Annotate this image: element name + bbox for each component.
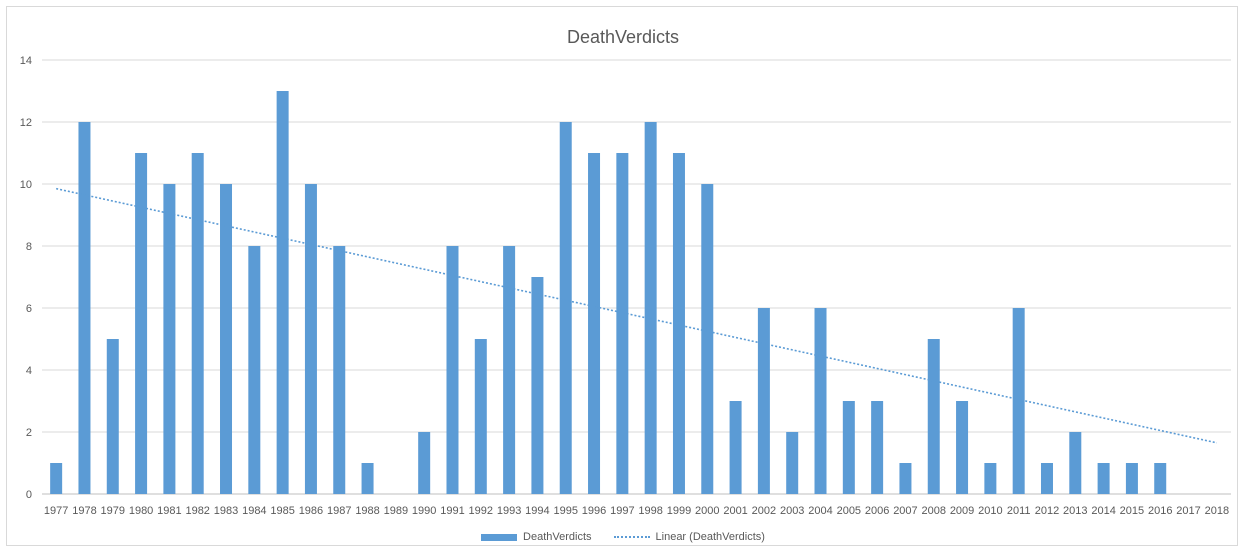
x-tick-label: 1994	[525, 505, 549, 517]
bar	[503, 246, 516, 494]
bar	[842, 401, 855, 494]
legend-item-trendline: Linear (DeathVerdicts)	[613, 531, 765, 543]
x-tick-label: 1987	[327, 505, 351, 517]
x-tick-label: 1988	[355, 505, 379, 517]
legend-bar-swatch	[481, 533, 518, 541]
x-tick-label: 1981	[157, 505, 181, 517]
y-tick-label: 6	[26, 303, 32, 315]
plot-area: 0 2 4 6 8 10 12 14 1977 1978 1979 1980 1981 1982 1983 1…	[20, 55, 1231, 517]
y-tick-label: 10	[20, 179, 32, 191]
chart-frame: DeathVerdicts 0 2 4 6 8 10 12 14 1977 1978 1979 198…	[6, 6, 1238, 546]
x-tick-label: 2018	[1205, 505, 1229, 517]
x-tick-label: 2007	[893, 505, 917, 517]
y-tick-label: 2	[26, 427, 32, 439]
bar	[163, 184, 176, 494]
x-tick-label: 2002	[752, 505, 776, 517]
x-tick-label: 2003	[780, 505, 804, 517]
x-tick-label: 2010	[978, 505, 1002, 517]
bar	[78, 122, 91, 494]
bar	[1097, 463, 1110, 494]
x-tick-label: 1989	[384, 505, 408, 517]
bar	[446, 246, 459, 494]
bar	[729, 401, 742, 494]
x-tick-label: 2004	[808, 505, 832, 517]
bar	[531, 277, 544, 494]
bar	[220, 184, 233, 494]
bar	[588, 153, 601, 494]
x-tick-label: 1997	[610, 505, 634, 517]
bar	[814, 308, 827, 494]
legend-trendline-swatch	[613, 536, 650, 538]
legend: DeathVerdicts Linear (DeathVerdicts)	[7, 531, 1239, 543]
x-tick-label: 2008	[922, 505, 946, 517]
legend-item-bars: DeathVerdicts	[481, 531, 592, 543]
x-tick-label: 1986	[299, 505, 323, 517]
y-tick-label: 14	[20, 55, 32, 67]
bar	[333, 246, 346, 494]
x-tick-label: 2001	[723, 505, 747, 517]
x-tick-label: 1985	[270, 505, 294, 517]
x-tick-label: 1992	[469, 505, 493, 517]
x-tick-label: 2016	[1148, 505, 1172, 517]
bar	[135, 153, 148, 494]
bar	[672, 153, 685, 494]
bar	[927, 339, 940, 494]
x-tick-label: 2014	[1091, 505, 1115, 517]
x-tick-label: 1982	[185, 505, 209, 517]
bar	[106, 339, 119, 494]
bar	[1012, 308, 1025, 494]
x-tick-label: 1980	[129, 505, 153, 517]
x-tick-label: 1983	[214, 505, 238, 517]
bar	[276, 91, 289, 494]
bar	[304, 184, 317, 494]
y-tick-label: 12	[20, 117, 32, 129]
bar	[899, 463, 912, 494]
x-tick-label: 2017	[1176, 505, 1200, 517]
bar	[956, 401, 969, 494]
bar	[616, 153, 629, 494]
bar	[757, 308, 770, 494]
y-tick-label: 8	[26, 241, 32, 253]
x-tick-label: 1993	[497, 505, 521, 517]
bar	[50, 463, 63, 494]
y-tick-label: 4	[26, 365, 32, 377]
x-tick-label: 2005	[837, 505, 861, 517]
x-tick-label: 1984	[242, 505, 266, 517]
legend-label-bars: DeathVerdicts	[523, 531, 592, 543]
x-tick-label: 1996	[582, 505, 606, 517]
bar	[786, 432, 799, 494]
x-tick-label: 1991	[440, 505, 464, 517]
bar	[191, 153, 204, 494]
bar	[1125, 463, 1138, 494]
y-tick-label: 0	[26, 489, 32, 501]
bar	[248, 246, 261, 494]
bar	[1069, 432, 1082, 494]
legend-label-trendline: Linear (DeathVerdicts)	[655, 531, 765, 543]
bar	[1154, 463, 1167, 494]
bar	[644, 122, 657, 494]
x-tick-label: 2000	[695, 505, 719, 517]
x-tick-label: 1979	[101, 505, 125, 517]
x-tick-label: 2012	[1035, 505, 1059, 517]
x-tick-label: 2015	[1120, 505, 1144, 517]
bar	[418, 432, 431, 494]
x-tick-label: 2006	[865, 505, 889, 517]
x-tick-label: 2009	[950, 505, 974, 517]
bar	[984, 463, 997, 494]
bar	[871, 401, 884, 494]
x-tick-label: 2011	[1007, 505, 1031, 517]
bar	[701, 184, 714, 494]
bar	[559, 122, 572, 494]
bar	[474, 339, 487, 494]
bar	[361, 463, 374, 494]
x-tick-label: 1995	[553, 505, 577, 517]
x-tick-label: 1977	[44, 505, 68, 517]
x-tick-label: 2013	[1063, 505, 1087, 517]
x-tick-label: 1990	[412, 505, 436, 517]
x-tick-label: 1999	[667, 505, 691, 517]
chart-title: DeathVerdicts	[566, 27, 680, 47]
bar	[1040, 463, 1053, 494]
x-tick-label: 1998	[638, 505, 662, 517]
x-tick-label: 1978	[72, 505, 96, 517]
